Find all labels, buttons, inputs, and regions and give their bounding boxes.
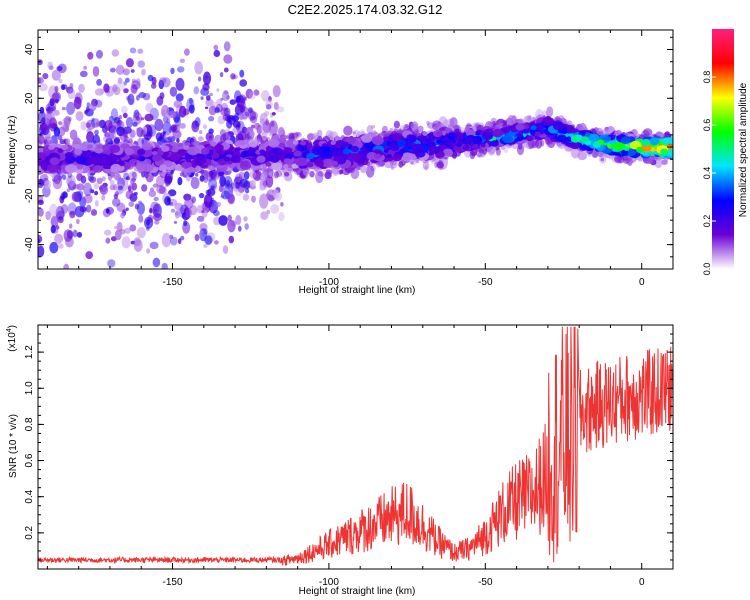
colorbar: 0.0 0.2 0.4 0.6 0.8 Normalized spectral ampl…	[702, 29, 749, 275]
colorbar-label: Normalized spectral amplitude	[738, 82, 749, 217]
colorbar-tick-label: 0.6	[702, 119, 712, 132]
y-tick-label: -40	[24, 237, 35, 252]
colorbar-tick-label: 0.8	[702, 71, 712, 84]
colorbar-gradient	[712, 29, 734, 269]
spectrogram-y-axis: -40 -20 0 20 40	[24, 36, 673, 270]
colorbar-tick-label: 0.2	[702, 215, 712, 228]
spectrogram-panel: -150 -100 -50 0 -40 -20 0 20 40 Height of strai…	[7, 29, 674, 296]
snr-panel: -150 -100 -50 0 0.2 0.4 0.6 0.8 1.0 1.2 Height o…	[6, 324, 674, 597]
spectrogram-heatmap	[38, 41, 673, 269]
y-tick-label: 40	[24, 44, 35, 56]
snr-x-label: Height of straight line (km)	[299, 586, 416, 597]
svg-text:(x104): (x104)	[6, 325, 18, 352]
spectrogram-y-label: Frequency (Hz)	[7, 116, 18, 185]
y-tick-label: 0.2	[24, 525, 35, 539]
snr-y-label: SNR (10 * v/v)	[8, 414, 19, 478]
snr-y-multiplier: (x104)	[6, 325, 18, 352]
spectrogram-x-axis: -150 -100 -50 0	[46, 30, 674, 288]
spectrogram-x-label: Height of straight line (km)	[299, 285, 416, 296]
y-tick-label: 1.0	[24, 381, 35, 395]
x-tick-label: -150	[162, 577, 182, 588]
x-tick-label: -100	[319, 277, 339, 288]
colorbar-ticks: 0.0 0.2 0.4 0.6 0.8	[702, 71, 716, 276]
figure-title: C2E2.2025.174.03.32.G12	[288, 2, 443, 17]
y-tick-label: 0.6	[24, 453, 35, 467]
y-tick-label: -20	[24, 188, 35, 203]
colorbar-tick-label: 0.0	[702, 263, 712, 276]
colorbar-tick-label: 0.4	[702, 167, 712, 180]
snr-series-line	[38, 326, 673, 566]
y-tick-label: 1.2	[24, 345, 35, 359]
x-tick-label: 0	[639, 277, 645, 288]
y-tick-label: 0.8	[24, 417, 35, 431]
x-tick-label: -150	[162, 277, 182, 288]
y-tick-label: 0.4	[24, 489, 35, 503]
snr-y-axis: 0.2 0.4 0.6 0.8 1.0 1.2	[24, 324, 673, 570]
spectrogram-frame	[37, 29, 674, 270]
x-tick-label: 0	[639, 577, 645, 588]
y-tick-label: 0	[24, 144, 35, 150]
snr-frame	[37, 324, 674, 570]
y-tick-label: 20	[24, 92, 35, 104]
snr-x-axis: -150 -100 -50 0	[46, 325, 674, 588]
x-tick-label: -50	[478, 277, 493, 288]
x-tick-label: -50	[478, 577, 493, 588]
x-tick-label: -100	[319, 577, 339, 588]
